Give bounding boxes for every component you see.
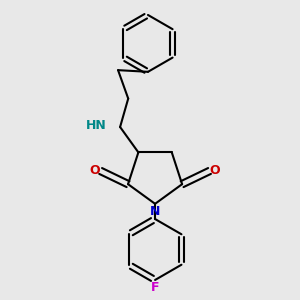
Text: O: O bbox=[90, 164, 101, 178]
Text: F: F bbox=[151, 281, 159, 294]
Text: HN: HN bbox=[86, 119, 107, 133]
Text: N: N bbox=[150, 205, 160, 218]
Text: O: O bbox=[210, 164, 220, 178]
